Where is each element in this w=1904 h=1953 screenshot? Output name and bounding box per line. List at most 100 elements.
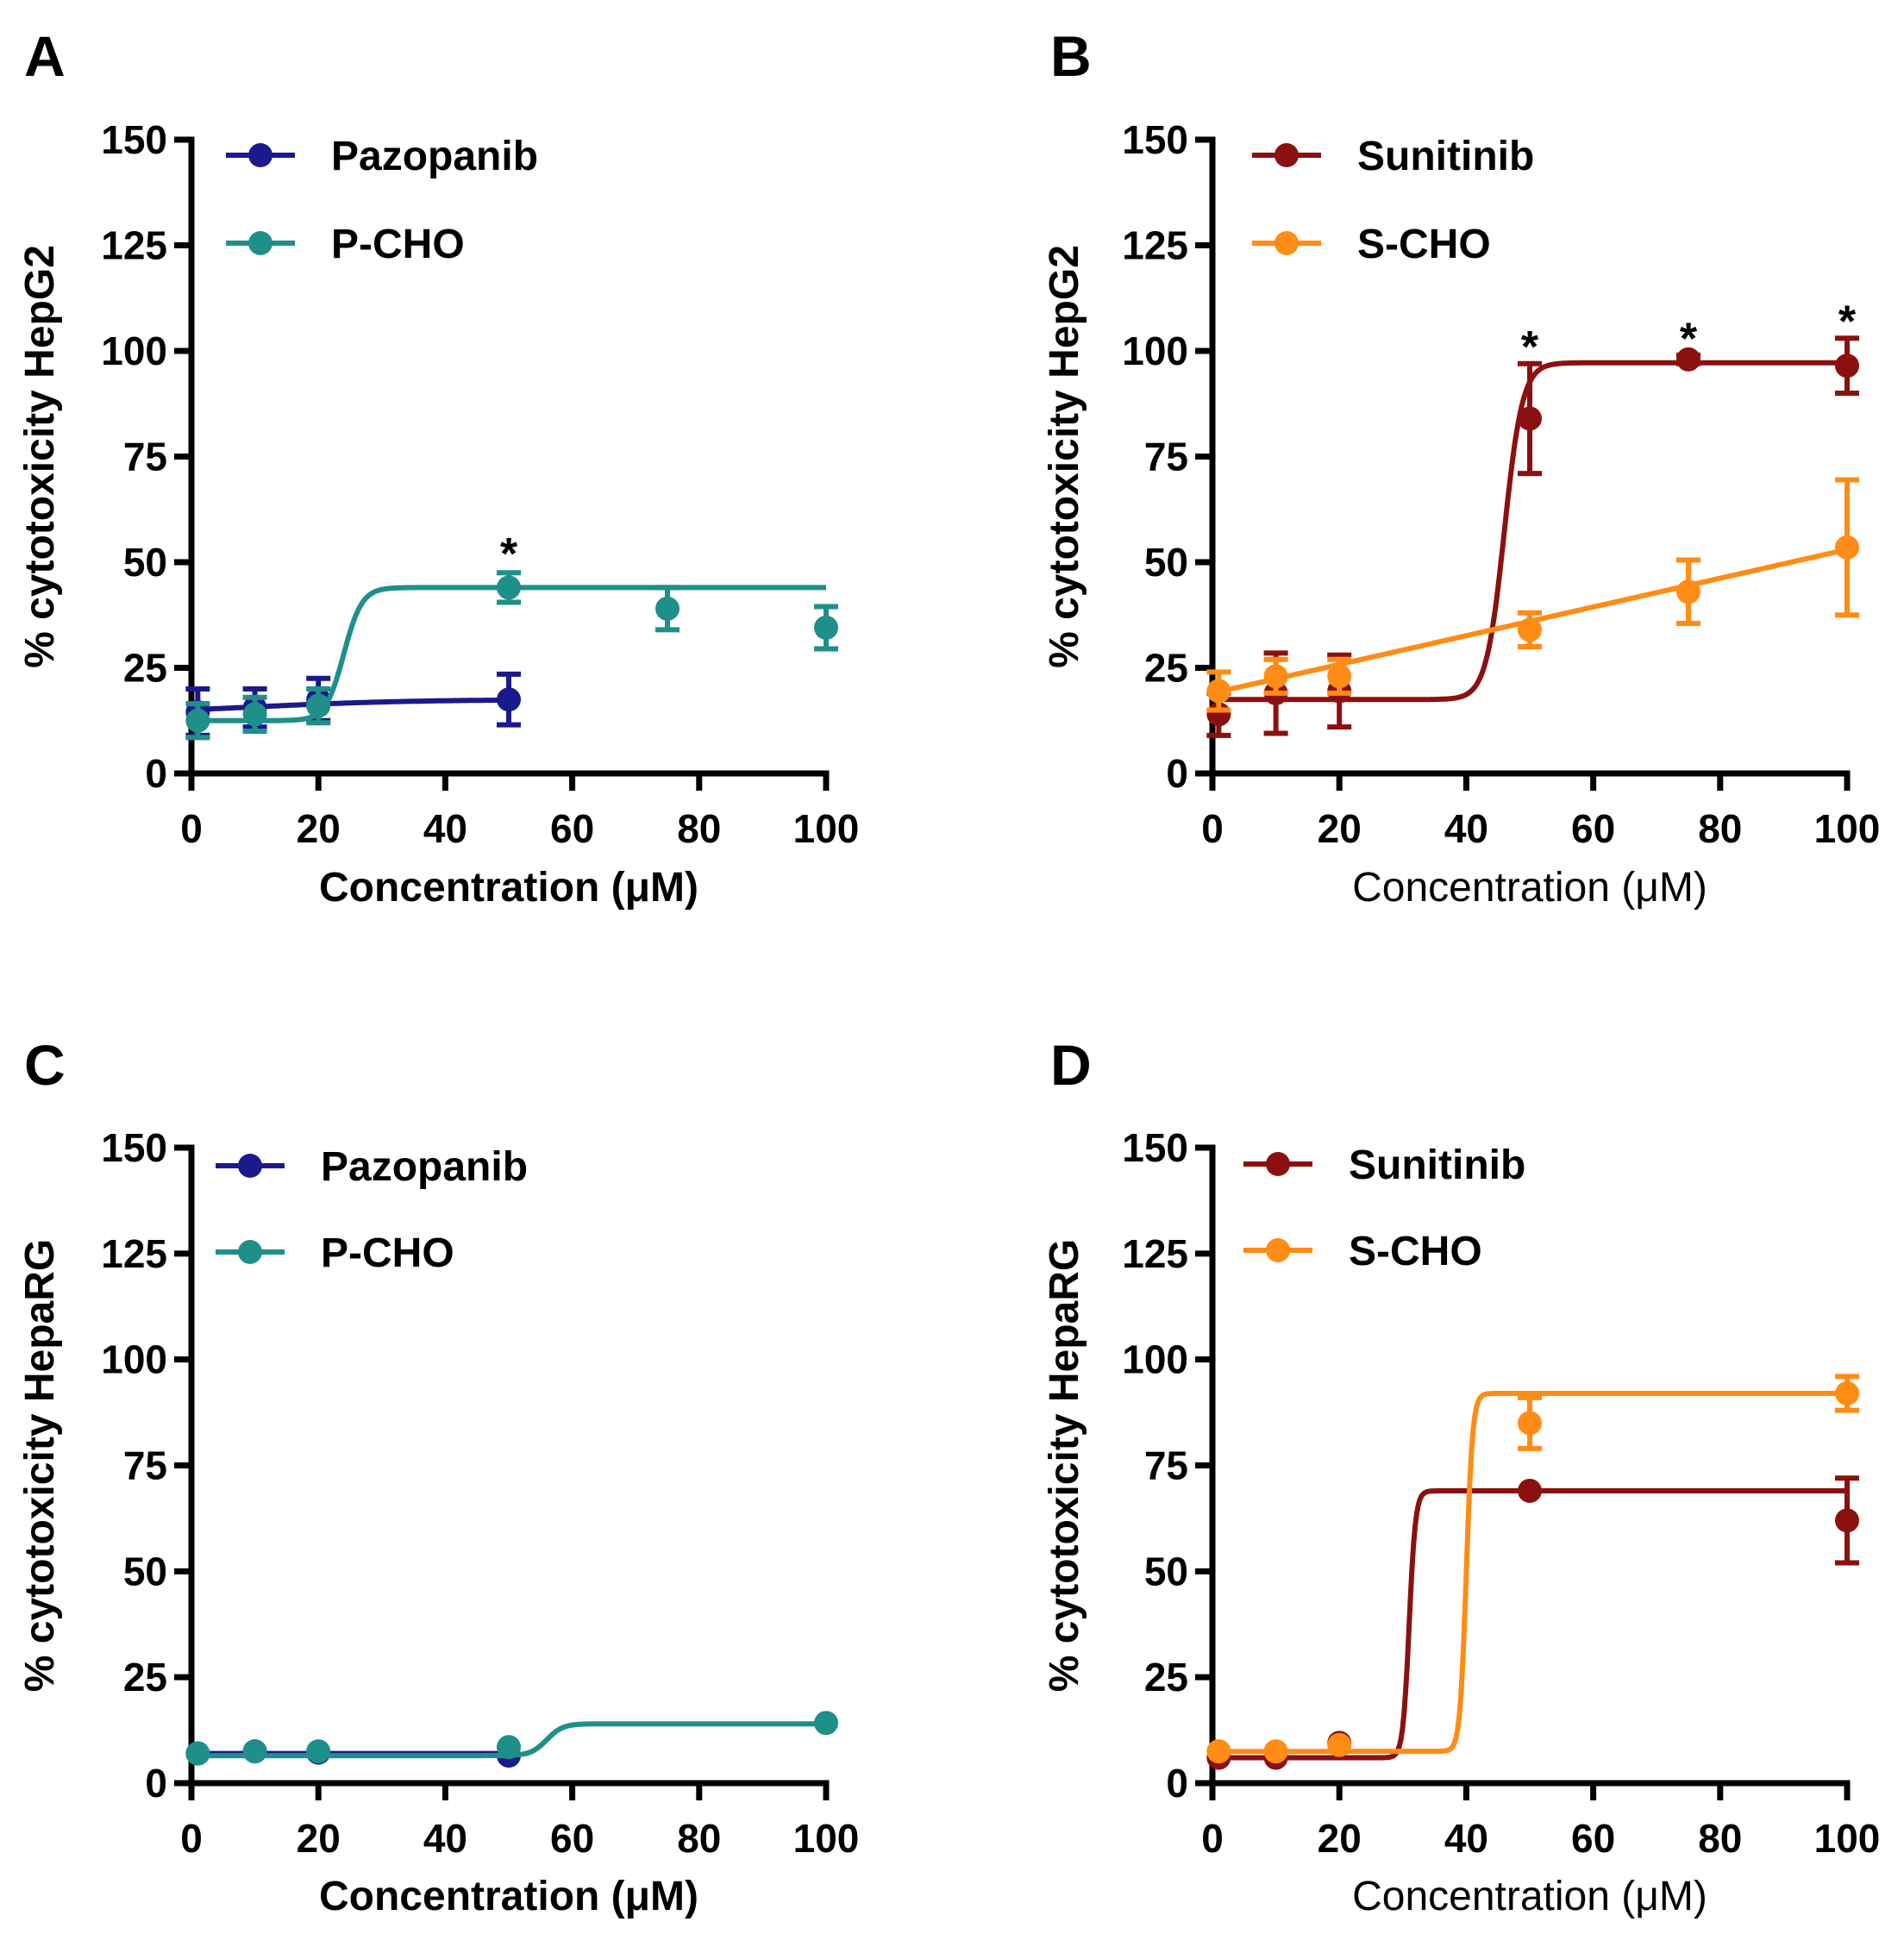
legend-label: Sunitinib	[1349, 1142, 1525, 1188]
y-tick-label: 0	[1166, 751, 1188, 796]
x-tick-label: 80	[677, 1816, 721, 1861]
data-point	[814, 1711, 838, 1736]
x-tick-label: 40	[1444, 806, 1488, 851]
y-tick-label: 0	[145, 751, 167, 796]
data-point	[1327, 1732, 1352, 1757]
panel-letter-c: C	[24, 1033, 66, 1097]
x-tick-label: 60	[550, 1816, 594, 1861]
data-point	[1676, 579, 1700, 604]
data-point	[497, 1735, 521, 1760]
data-point	[1263, 1739, 1288, 1764]
data-point	[1518, 1411, 1542, 1436]
series-sunitinib	[1206, 335, 1859, 738]
data-point	[1206, 679, 1231, 704]
x-tick-label: 0	[180, 1816, 203, 1861]
fit-curve	[1218, 360, 1847, 703]
y-axis-title: % cytotoxicity HepG2	[17, 245, 63, 668]
x-tick-label: 0	[1201, 1816, 1224, 1861]
legend-marker	[238, 1154, 262, 1178]
legend-marker	[1275, 143, 1299, 167]
panel-letter-d: D	[1050, 1033, 1092, 1097]
legend-item-s-cho: S-CHO	[1252, 222, 1491, 267]
data-point	[1835, 354, 1859, 379]
legend-item-pazopanib: Pazopanib	[216, 1144, 528, 1190]
panel-letter-b: B	[1050, 24, 1092, 88]
x-axis-title: Concentration (μM)	[319, 1874, 698, 1919]
data-point	[242, 1739, 267, 1764]
y-tick-label: 150	[1122, 1125, 1188, 1170]
significance-star: *	[500, 529, 518, 579]
legend-marker	[1266, 1238, 1290, 1262]
y-tick-label: 25	[1144, 1655, 1188, 1699]
legend-label: Pazopanib	[331, 134, 538, 179]
series-p-cho	[185, 570, 838, 741]
data-point	[814, 615, 838, 640]
y-tick-label: 25	[123, 646, 167, 691]
panel-d: D 0 25 50 75 100 125 150 0 20 40 60 80 100 Concentrati…	[1042, 1033, 1880, 1919]
x-axis-title: Concentration (μM)	[319, 865, 698, 911]
legend-label: S-CHO	[1357, 222, 1491, 267]
x-tick-label: 0	[1201, 806, 1224, 851]
x-tick-label: 80	[677, 806, 721, 851]
y-axis-title: % cytotoxicity HepaRG	[1042, 1239, 1087, 1692]
y-tick-label: 0	[1166, 1761, 1188, 1806]
panel-a: A 0 25 50 75 100 125 150 0 20 40 60 80 100 Concentrati…	[17, 24, 859, 911]
y-tick-label: 25	[123, 1655, 167, 1699]
data-point	[1327, 664, 1352, 689]
y-tick-label: 75	[123, 435, 167, 479]
y-tick-label: 100	[1122, 1337, 1188, 1382]
legend-label: P-CHO	[321, 1230, 454, 1276]
data-point	[1835, 1380, 1859, 1405]
significance-star: *	[1680, 314, 1698, 364]
x-tick-label: 100	[793, 1816, 860, 1861]
x-tick-label: 20	[297, 1816, 341, 1861]
panel-letter-a: A	[24, 24, 66, 88]
y-tick-label: 50	[1144, 540, 1188, 585]
series-p-cho	[185, 1711, 838, 1766]
legend-marker	[1275, 231, 1299, 255]
data-point	[1518, 406, 1542, 431]
y-axis-title: % cytotoxicity HepG2	[1042, 245, 1087, 668]
y-tick-label: 150	[101, 1125, 167, 1170]
legend-marker	[1266, 1152, 1290, 1176]
x-tick-label: 100	[1814, 806, 1881, 851]
legend-label: Sunitinib	[1357, 134, 1534, 179]
data-point	[1835, 1508, 1859, 1533]
data-point	[1263, 664, 1288, 689]
x-tick-label: 40	[423, 806, 467, 851]
legend-item-sunitinib: Sunitinib	[1252, 134, 1534, 179]
significance-star: *	[1521, 322, 1539, 372]
y-tick-label: 100	[1122, 329, 1188, 373]
series-pazopanib	[185, 671, 521, 738]
y-tick-label: 75	[123, 1443, 167, 1488]
y-tick-label: 0	[145, 1761, 167, 1806]
legend-label: P-CHO	[331, 222, 465, 267]
data-point	[1518, 617, 1542, 642]
x-axis-title: Concentration (μM)	[1352, 1874, 1707, 1919]
y-tick-label: 150	[1122, 117, 1188, 162]
x-tick-label: 20	[297, 806, 341, 851]
y-tick-label: 75	[1144, 1443, 1188, 1488]
data-point	[242, 702, 267, 727]
data-point	[497, 575, 521, 600]
y-tick-label: 100	[101, 1337, 167, 1382]
legend-marker	[248, 143, 272, 167]
x-tick-label: 80	[1698, 806, 1742, 851]
data-point	[306, 693, 331, 718]
legend-label: S-CHO	[1349, 1229, 1482, 1274]
data-point	[185, 1741, 210, 1766]
series-s-cho	[1206, 477, 1859, 713]
fit-curve	[1218, 1488, 1847, 1761]
data-point	[1835, 535, 1859, 560]
y-tick-label: 125	[101, 1231, 167, 1276]
x-tick-label: 20	[1318, 806, 1362, 851]
x-tick-label: 100	[1814, 1816, 1881, 1861]
x-tick-label: 0	[180, 806, 203, 851]
y-tick-label: 50	[123, 540, 167, 585]
data-point	[497, 687, 521, 712]
series-s-cho	[1206, 1374, 1859, 1764]
x-tick-label: 40	[423, 1816, 467, 1861]
legend-item-sunitinib: Sunitinib	[1243, 1142, 1525, 1188]
y-tick-label: 25	[1144, 646, 1188, 691]
